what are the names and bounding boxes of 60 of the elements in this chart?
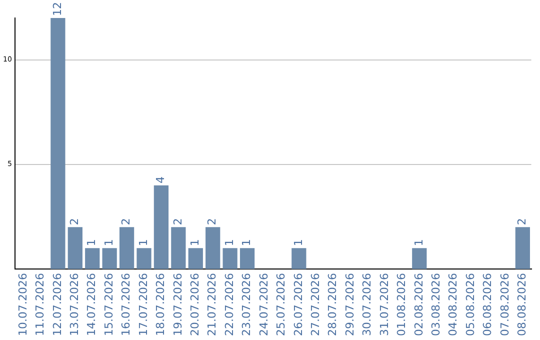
x-tick-label: 28.07.2026 [326,273,340,336]
x-tick-label: 14.07.2026 [85,273,98,336]
bar [50,18,66,270]
x-tick-label: 27.07.2026 [308,273,322,336]
data-label: 2 [120,218,133,226]
data-label: 1 [136,239,150,246]
bar [515,227,530,270]
x-tick-label: 01.08.2026 [395,273,408,336]
x-tick-label: 20.07.2026 [188,273,202,336]
bar [412,248,427,270]
bar [206,227,220,270]
data-label: 2 [68,218,82,226]
data-label: 2 [171,218,184,226]
data-label: 1 [102,239,116,246]
bar [85,248,100,270]
data-label: 1 [188,239,202,246]
x-tick-label: 04.08.2026 [446,273,460,336]
x-tick-label: 08.08.2026 [516,273,529,336]
data-label: 2 [206,218,219,226]
bar [119,227,134,270]
data-label: 1 [240,239,254,246]
data-label: 4 [154,176,168,184]
x-tick-label: 12.07.2026 [50,273,64,336]
data-label: 1 [222,239,236,246]
x-tick-label: 05.08.2026 [464,273,477,336]
bar [222,248,238,270]
x-tick-label: 18.07.2026 [154,273,168,336]
bar [240,248,255,270]
x-tick-label: 25.07.2026 [274,273,288,336]
x-tick-label: 11.07.2026 [34,273,47,336]
data-label: 12 [50,2,64,16]
x-tick-label: 06.08.2026 [481,273,494,336]
bar [136,248,152,270]
bar [171,227,186,270]
x-tick-label: 30.07.2026 [360,273,374,336]
data-label: 1 [412,239,426,246]
x-tick-label: 31.07.2026 [378,273,391,336]
x-tick-label: 26.07.2026 [292,273,305,336]
x-tick-label: 29.07.2026 [343,273,356,336]
x-tick-label: 02.08.2026 [412,273,426,336]
x-tick-label: 10.07.2026 [16,273,30,336]
data-label: 1 [85,239,98,246]
x-tick-label: 07.08.2026 [498,273,512,336]
x-tick-label: 19.07.2026 [171,273,184,336]
bar [292,248,306,270]
x-tick-label: 17.07.2026 [136,273,150,336]
bar [68,227,82,270]
x-tick-label: 22.07.2026 [222,273,236,336]
x-tick-label: 03.08.2026 [429,273,442,336]
x-tick-label: 24.07.2026 [257,273,270,336]
x-tick-label: 16.07.2026 [120,273,133,336]
x-tick-label: 15.07.2026 [102,273,116,336]
data-label: 1 [292,239,305,246]
bar [154,185,169,270]
x-tick-label: 13.07.2026 [68,273,82,336]
x-tick-label: 21.07.2026 [206,273,219,336]
bar [102,248,117,270]
bar [188,248,203,270]
data-label: 2 [516,218,529,226]
x-tick-label: 23.07.2026 [240,273,254,336]
